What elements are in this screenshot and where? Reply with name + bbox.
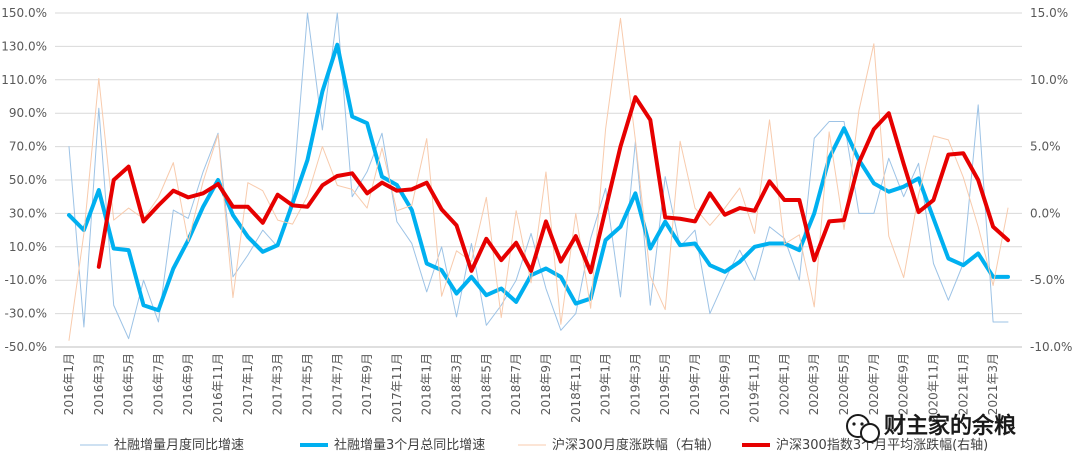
x-tick-label: 2020年5月 <box>837 353 851 415</box>
y-left-tick-label: 110.0% <box>1 73 47 87</box>
x-tick-label: 2017年11月 <box>390 353 404 423</box>
y-right-tick-label: -10.0% <box>1030 340 1072 354</box>
legend: 社融增量月度同比增速 社融增量3个月总同比增速 沪深300月度涨跌幅（右轴） 沪深30… <box>80 437 988 453</box>
y-right-tick-label: 10.0% <box>1030 73 1068 87</box>
wechat-icon <box>846 414 880 443</box>
x-tick-label: 2021年3月 <box>986 353 1000 415</box>
y-left-tick-label: 30.0% <box>9 206 47 220</box>
series-lines <box>67 12 1010 341</box>
x-tick-label: 2016年11月 <box>211 353 225 423</box>
y-right-tick-label: 0.0% <box>1030 206 1061 220</box>
x-tick-label: 2018年5月 <box>479 353 493 415</box>
series-line-2 <box>67 42 1010 313</box>
x-tick-label: 2018年1月 <box>420 353 434 415</box>
x-tick-label: 2016年1月 <box>62 353 76 415</box>
legend-label: 沪深300指数3个月平均涨跌幅(右轴) <box>776 437 988 453</box>
x-tick-label: 2020年7月 <box>867 353 881 415</box>
x-tick-label: 2019年1月 <box>599 353 613 415</box>
y-left-tick-label: 50.0% <box>9 173 47 187</box>
x-tick-label: 2018年9月 <box>539 353 553 415</box>
x-tick-label: 2018年7月 <box>509 353 523 415</box>
y-left-tick-label: 130.0% <box>1 39 47 53</box>
y-left-tick-label: -50.0% <box>5 340 47 354</box>
x-tick-label: 2019年11月 <box>748 353 762 423</box>
watermark: 财主家的余粮 <box>846 413 1016 443</box>
y-right-tick-label: 5.0% <box>1030 140 1061 154</box>
y-left-tick-label: 70.0% <box>9 140 47 154</box>
x-tick-label: 2018年11月 <box>569 353 583 423</box>
x-tick-label: 2019年3月 <box>628 353 642 415</box>
x-tick-label: 2020年1月 <box>777 353 791 415</box>
y-left-tick-label: -10.0% <box>5 273 47 287</box>
x-tick-label: 2016年3月 <box>92 353 106 415</box>
x-tick-label: 2016年5月 <box>122 353 136 415</box>
x-tick-label: 2017年7月 <box>330 353 344 415</box>
x-tick-label: 2020年9月 <box>897 353 911 415</box>
y-left-tick-label: 10.0% <box>9 240 47 254</box>
x-tick-label: 2019年9月 <box>718 353 732 415</box>
x-tick-label: 2017年9月 <box>360 353 374 415</box>
watermark-text: 财主家的余粮 <box>884 413 1016 439</box>
y-left-tick-label: 150.0% <box>1 6 47 20</box>
x-tick-label: 2018年3月 <box>450 353 464 415</box>
x-tick-label: 2020年11月 <box>926 353 940 423</box>
legend-label: 沪深300月度涨跌幅（右轴） <box>552 437 720 453</box>
series-line-3 <box>68 17 1009 341</box>
x-tick-label: 2016年9月 <box>181 353 195 415</box>
legend-label: 社融增量月度同比增速 <box>114 437 244 453</box>
y-right-tick-label: 15.0% <box>1030 6 1068 20</box>
y-axis-left: -50.0% -30.0% -10.0% 10.0% 30.0% 50.0% 70.0% 90… <box>1 6 47 354</box>
y-axis-right: -10.0% -5.0% 0.0% 5.0% 10.0% 15.0% <box>1030 6 1072 354</box>
x-tick-label: 2021年1月 <box>956 353 970 415</box>
x-tick-label: 2017年1月 <box>241 353 255 415</box>
x-tick-label: 2017年5月 <box>300 353 314 415</box>
series-line-4 <box>96 95 1010 275</box>
x-tick-label: 2017年3月 <box>271 353 285 415</box>
y-right-tick-label: -5.0% <box>1030 273 1065 287</box>
x-tick-label: 2019年7月 <box>688 353 702 415</box>
x-tick-label: 2016年7月 <box>151 353 165 415</box>
x-tick-label: 2020年3月 <box>807 353 821 415</box>
legend-label: 社融增量3个月总同比增速 <box>334 437 485 453</box>
x-tick-label: 2019年5月 <box>658 353 672 415</box>
y-left-tick-label: 90.0% <box>9 106 47 120</box>
x-axis: 2016年1月 2016年3月 2016年5月 2016年7月 2016年9月 2016年… <box>55 346 1022 423</box>
y-left-tick-label: -30.0% <box>5 307 47 321</box>
